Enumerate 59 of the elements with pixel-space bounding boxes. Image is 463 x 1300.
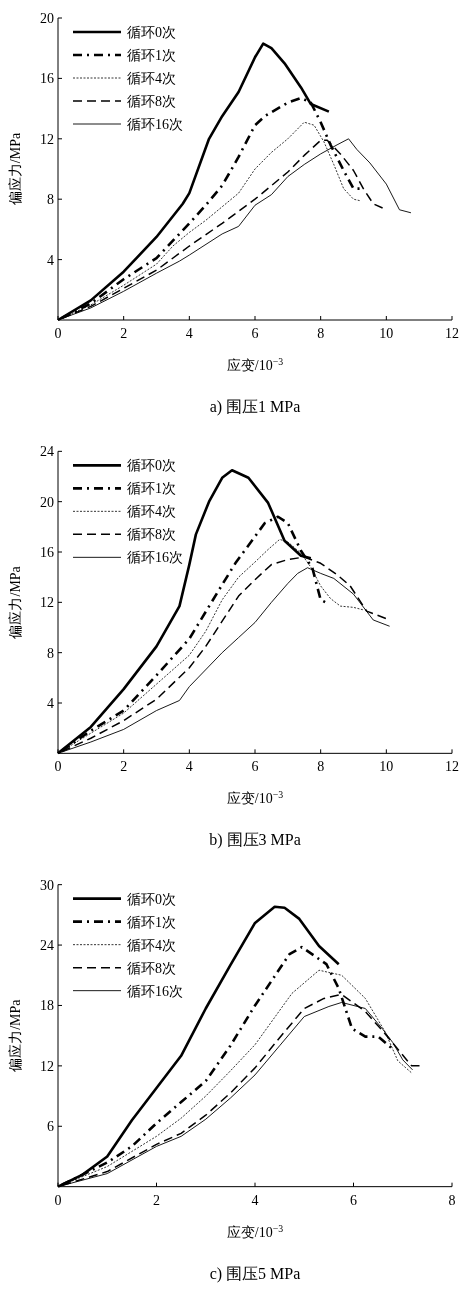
- x-axis-title: 应变/10$^{−3}$: [226, 788, 284, 807]
- x-tick-label: 4: [185, 326, 193, 341]
- y-tick-label: 8: [47, 645, 54, 661]
- x-tick-label: 2: [120, 759, 128, 775]
- x-tick-label: 4: [185, 759, 193, 775]
- legend-label: 循环4次: [127, 504, 176, 520]
- y-tick-label: 18: [40, 998, 54, 1014]
- y-tick-label: 8: [47, 192, 54, 208]
- y-axis-title: 偏应力/MPa: [8, 998, 23, 1072]
- x-tick-label: 0: [54, 759, 62, 775]
- x-tick-label: 12: [445, 759, 459, 775]
- x-tick-label: 6: [251, 326, 259, 341]
- x-tick-label: 6: [350, 1192, 357, 1208]
- legend-label: 循环16次: [127, 983, 183, 999]
- y-tick-label: 20: [40, 494, 54, 510]
- legend-label: 循环4次: [127, 937, 176, 953]
- legend-label: 循环4次: [127, 71, 176, 86]
- legend-label: 循环16次: [127, 117, 183, 132]
- legend-label: 循环16次: [127, 550, 183, 566]
- x-tick-label: 8: [317, 326, 325, 341]
- legend-label: 循环8次: [127, 94, 176, 109]
- x-tick-label: 0: [54, 1192, 62, 1208]
- y-tick-label: 24: [40, 444, 54, 460]
- legend-label: 循环0次: [127, 458, 176, 474]
- y-tick-label: 24: [40, 938, 54, 954]
- x-tick-label: 4: [251, 1192, 259, 1208]
- y-tick-label: 12: [40, 131, 54, 147]
- x-tick-label: 10: [379, 326, 394, 341]
- y-tick-label: 12: [40, 595, 54, 611]
- y-tick-label: 30: [40, 877, 54, 893]
- x-axis-title: 应变/10$^{−3}$: [226, 355, 284, 373]
- legend-label: 循环0次: [127, 891, 176, 907]
- legend-label: 循环1次: [127, 914, 176, 930]
- y-axis-title: 偏应力/MPa: [8, 132, 23, 206]
- y-tick-label: 12: [40, 1058, 54, 1074]
- legend-label: 循环1次: [127, 481, 176, 497]
- y-tick-label: 16: [40, 545, 54, 560]
- x-tick-label: 10: [379, 759, 394, 775]
- y-tick-label: 6: [47, 1119, 54, 1135]
- x-tick-label: 2: [120, 326, 128, 341]
- y-tick-label: 16: [40, 71, 54, 87]
- legend-label: 循环0次: [127, 25, 176, 40]
- y-tick-label: 20: [40, 11, 54, 26]
- y-tick-label: 4: [47, 252, 54, 268]
- x-tick-label: 2: [153, 1192, 160, 1208]
- text: b) 围压3 MPa: [209, 831, 301, 850]
- x-tick-label: 8: [317, 759, 325, 775]
- legend-label: 循环8次: [127, 527, 176, 543]
- y-tick-label: 4: [47, 696, 54, 711]
- y-axis-title: 偏应力/MPa: [8, 565, 23, 639]
- x-tick-label: 12: [445, 326, 459, 341]
- x-tick-label: 0: [54, 326, 62, 341]
- legend-label: 循环8次: [127, 960, 176, 976]
- legend-label: 循环1次: [127, 48, 176, 63]
- x-axis-title: 应变/10$^{−3}$: [226, 1222, 284, 1240]
- x-tick-label: 8: [448, 1192, 456, 1208]
- text: a) 围压1 MPa: [209, 398, 301, 416]
- text: c) 围压5 MPa: [209, 1264, 301, 1283]
- x-tick-label: 6: [251, 759, 259, 775]
